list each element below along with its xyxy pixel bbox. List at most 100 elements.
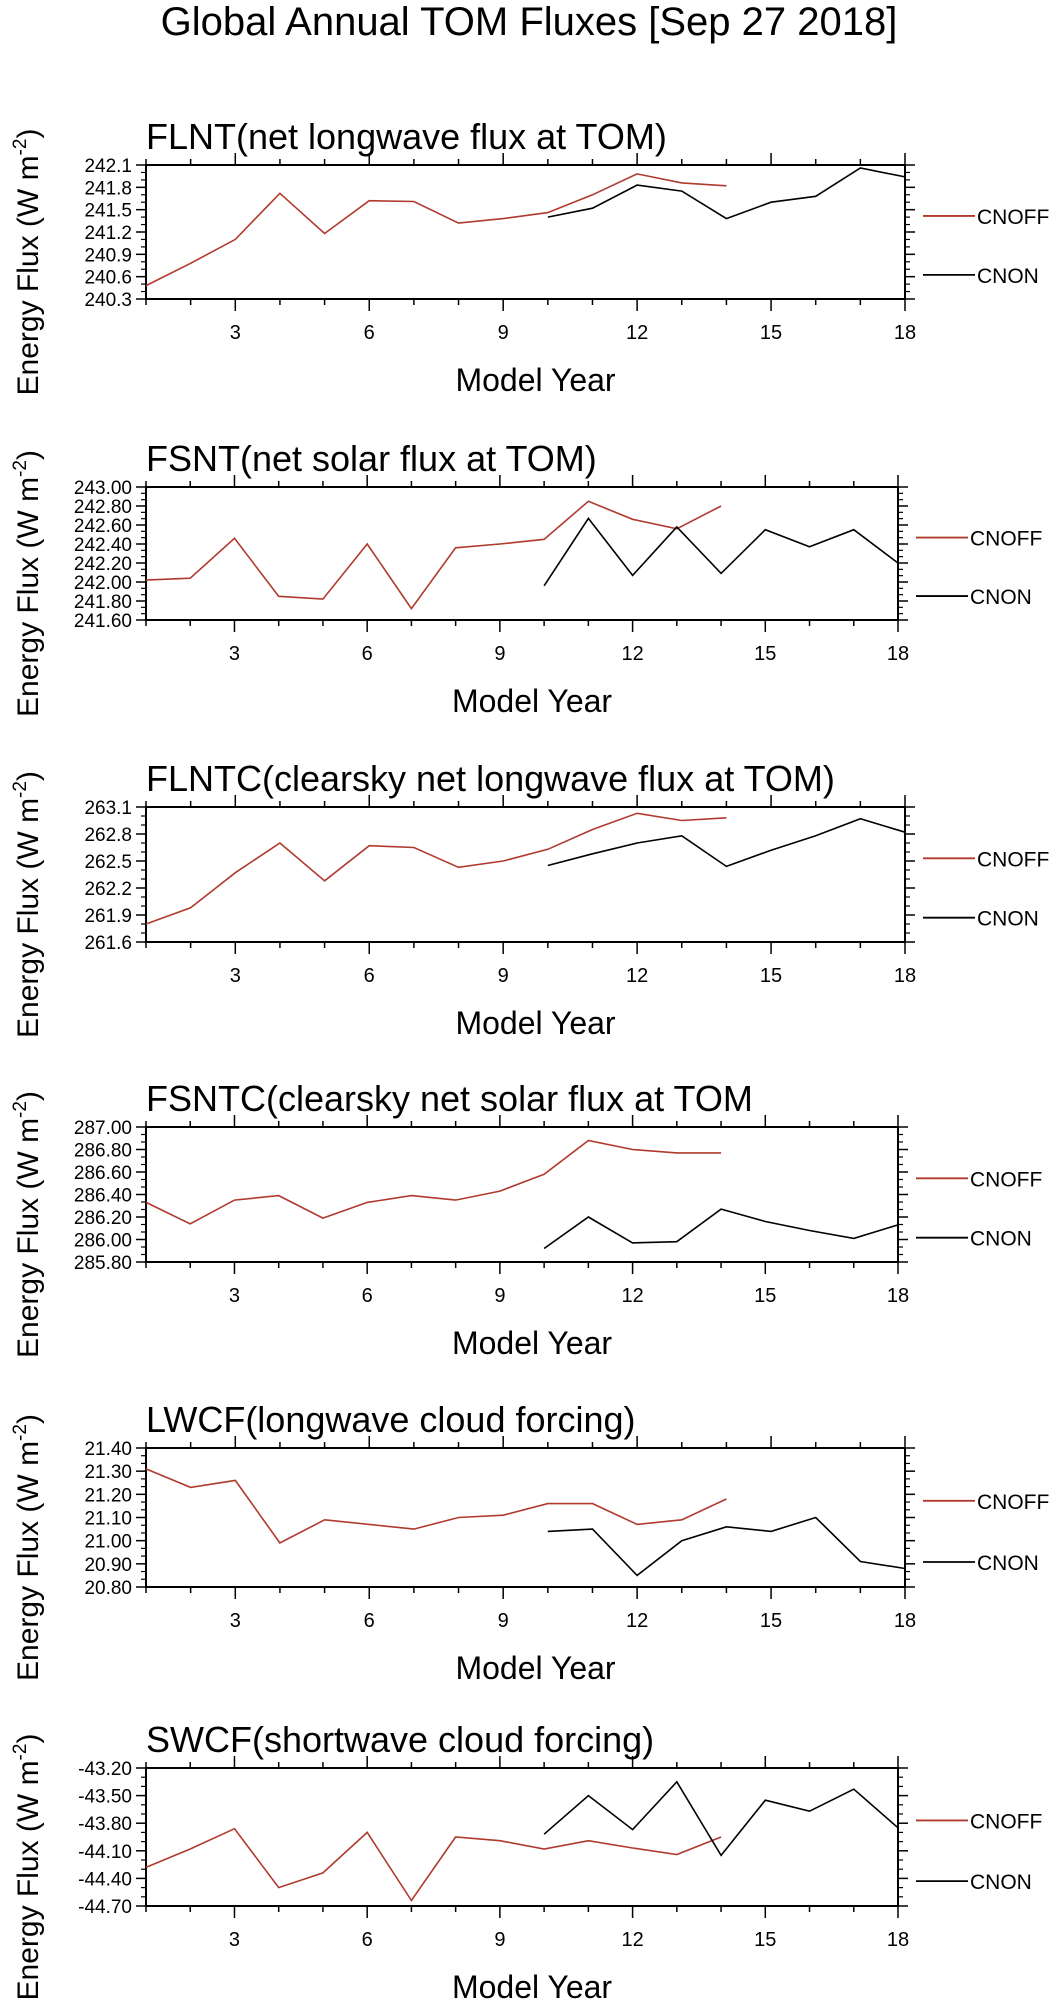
panel-4: FSNTC(clearsky net solar flux at TOM 3 6 9 1… <box>10 1078 1042 1361</box>
y-tick-label: -43.20 <box>78 1759 132 1780</box>
legend-label-cnoff: CNOFF <box>970 528 1042 551</box>
legend-label-cnon: CNON <box>977 908 1039 931</box>
y-tick-label: -43.50 <box>78 1787 132 1808</box>
x-tick-label: 15 <box>760 322 782 344</box>
x-tick-label: 12 <box>621 1285 643 1307</box>
y-tick-label: 286.40 <box>74 1186 132 1207</box>
y-axis-label-main: Energy Flux (W m <box>12 798 45 1038</box>
y-tick-label: 241.80 <box>74 592 132 613</box>
x-axis-label: Model Year <box>452 1325 612 1361</box>
y-axis-label: Energy Flux (W m-2) <box>10 1091 45 1358</box>
y-axis-label-end: ) <box>12 129 45 139</box>
y-axis-label: Energy Flux (W m-2) <box>10 129 45 396</box>
y-tick-label: 242.60 <box>74 516 132 537</box>
x-tick-label: 18 <box>887 1929 909 1951</box>
y-tick-label: 20.80 <box>84 1578 132 1599</box>
x-tick-label: 12 <box>621 1929 643 1951</box>
x-tick-label: 6 <box>364 965 375 987</box>
y-tick-label: 285.80 <box>74 1253 132 1274</box>
y-axis-label-sup: -2 <box>10 460 31 477</box>
series-line-cnoff <box>145 1827 722 1902</box>
y-axis-label-end: ) <box>12 771 45 781</box>
legend-label-cnoff: CNOFF <box>970 1810 1042 1833</box>
panel-title: FLNT(net longwave flux at TOM) <box>146 116 667 157</box>
y-tick-label: 21.10 <box>84 1509 132 1530</box>
legend-label-cnon: CNON <box>970 1871 1032 1894</box>
x-tick-label: 3 <box>230 322 241 344</box>
y-axis-label-sup: -2 <box>10 1101 31 1118</box>
y-axis-label-end: ) <box>12 1091 45 1101</box>
y-tick-label: 242.40 <box>74 535 132 556</box>
y-tick-label: 262.2 <box>84 879 132 900</box>
y-tick-label: 242.00 <box>74 573 132 594</box>
x-tick-label: 12 <box>626 322 648 344</box>
series-line-cnon <box>547 1516 906 1577</box>
series-line-cnon <box>543 517 899 587</box>
panel-title: FSNT(net solar flux at TOM) <box>146 438 597 479</box>
y-tick-label: 241.2 <box>84 223 132 244</box>
series-line-cnoff <box>145 1139 722 1225</box>
y-axis-label-sup: -2 <box>10 781 31 798</box>
x-tick-label: 6 <box>362 1285 373 1307</box>
series-line-cnon <box>543 1208 899 1250</box>
y-tick-label: 242.80 <box>74 497 132 518</box>
panel-3: FLNTC(clearsky net longwave flux at TOM)… <box>10 758 1049 1041</box>
y-axis-label: Energy Flux (W m-2) <box>10 771 45 1038</box>
y-tick-label: 241.5 <box>84 201 132 222</box>
legend-label-cnoff: CNOFF <box>977 206 1049 229</box>
y-axis-label-main: Energy Flux (W m <box>12 1118 45 1358</box>
x-tick-label: 12 <box>626 965 648 987</box>
y-tick-label: 242.20 <box>74 554 132 575</box>
y-tick-label: 20.90 <box>84 1555 132 1576</box>
x-tick-label: 18 <box>887 1285 909 1307</box>
plot-frame <box>145 486 899 621</box>
x-tick-label: 9 <box>498 322 509 344</box>
x-tick-label: 18 <box>887 643 909 665</box>
x-axis-label: Model Year <box>452 1969 612 2000</box>
series-line-cnon <box>547 167 906 220</box>
series-line-cnoff <box>145 173 727 287</box>
x-tick-label: 6 <box>364 322 375 344</box>
y-tick-label: 241.8 <box>84 178 132 199</box>
y-tick-label: 241.60 <box>74 611 132 632</box>
y-tick-label: 263.1 <box>84 798 132 819</box>
legend-label-cnoff: CNOFF <box>977 1491 1049 1514</box>
plot-frame <box>145 164 906 300</box>
legend-label-cnoff: CNOFF <box>977 848 1049 871</box>
legend-label-cnoff: CNOFF <box>970 1168 1042 1191</box>
y-tick-label: 240.6 <box>84 268 132 289</box>
x-tick-label: 15 <box>760 965 782 987</box>
x-axis-label: Model Year <box>455 1650 615 1686</box>
legend-label-cnon: CNON <box>977 265 1039 288</box>
x-tick-label: 9 <box>494 1285 505 1307</box>
y-tick-label: 21.30 <box>84 1462 132 1483</box>
series-line-cnon <box>547 817 906 868</box>
x-tick-label: 3 <box>229 1285 240 1307</box>
series-line-cnoff <box>145 500 722 610</box>
x-tick-label: 3 <box>229 643 240 665</box>
y-tick-label: 262.8 <box>84 825 132 846</box>
x-tick-label: 18 <box>894 322 916 344</box>
x-tick-label: 15 <box>760 1610 782 1632</box>
y-axis-label-end: ) <box>12 1734 45 1744</box>
x-tick-label: 3 <box>230 965 241 987</box>
y-axis-label-sup: -2 <box>10 1744 31 1761</box>
y-tick-label: 286.20 <box>74 1208 132 1229</box>
panel-title: SWCF(shortwave cloud forcing) <box>146 1719 654 1760</box>
y-tick-label: 21.40 <box>84 1439 132 1460</box>
y-axis-label: Energy Flux (W m-2) <box>10 1414 45 1681</box>
plot-frame <box>145 1126 899 1263</box>
y-tick-label: -43.80 <box>78 1814 132 1835</box>
y-axis-label-end: ) <box>12 1414 45 1424</box>
legend-label-cnon: CNON <box>977 1552 1039 1575</box>
plot-frame <box>145 1767 899 1907</box>
y-tick-label: 286.60 <box>74 1163 132 1184</box>
y-tick-label: -44.10 <box>78 1842 132 1863</box>
x-tick-label: 3 <box>229 1929 240 1951</box>
y-tick-label: 261.9 <box>84 906 132 927</box>
legend-label-cnon: CNON <box>970 1228 1032 1251</box>
figure-title: Global Annual TOM Fluxes [Sep 27 2018] <box>160 0 898 44</box>
y-axis-label-end: ) <box>12 450 45 460</box>
x-tick-label: 6 <box>362 1929 373 1951</box>
